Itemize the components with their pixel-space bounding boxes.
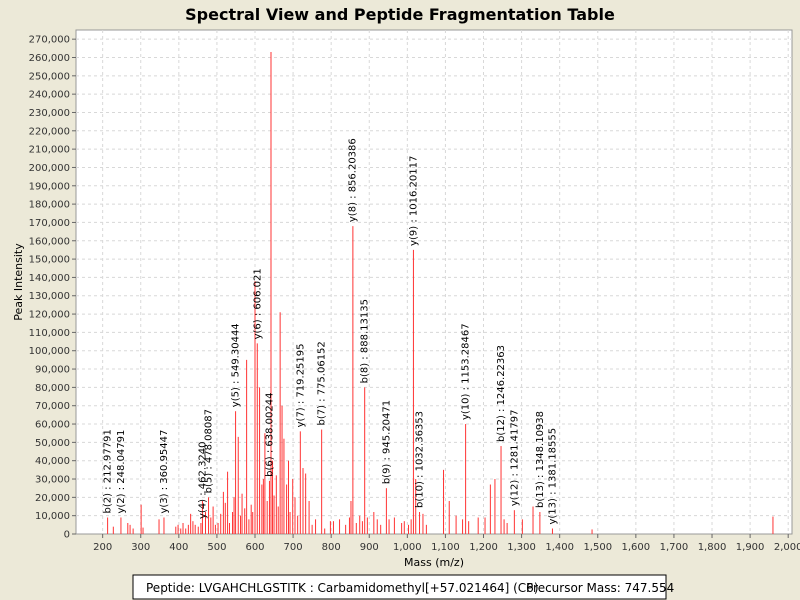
y-tick-label: 40,000 <box>35 456 70 467</box>
y-tick-label: 90,000 <box>35 365 70 376</box>
footer-peptide: Peptide: LVGAHCHLGSTITK : Carbamidomethy… <box>146 581 539 595</box>
peak-label: b(8) : 888.13135 <box>360 299 371 383</box>
y-tick-label: 140,000 <box>29 273 70 284</box>
peak-label: b(7) : 775.06152 <box>317 341 328 425</box>
x-tick-label: 1,600 <box>622 542 651 553</box>
y-tick-label: 30,000 <box>35 475 70 486</box>
x-tick-label: 1,700 <box>660 542 689 553</box>
y-tick-label: 20,000 <box>35 493 70 504</box>
x-tick-label: 2,000 <box>774 542 800 553</box>
peak-label: y(13) : 1381.18555 <box>548 428 559 525</box>
peak-label: b(10) : 1032.36353 <box>415 411 426 508</box>
x-axis-label: Mass (m/z) <box>404 556 464 569</box>
footer-precursor-mass: Precursor Mass: 747.554 <box>526 581 674 595</box>
x-tick-label: 1,000 <box>393 542 422 553</box>
x-tick-label: 600 <box>245 542 264 553</box>
peak-label: y(12) : 1281.41797 <box>510 410 521 507</box>
peak-label: b(13) : 1348.10938 <box>535 411 546 508</box>
peak-label: y(9) : 1016.20117 <box>409 156 420 246</box>
y-tick-label: 120,000 <box>29 310 70 321</box>
y-tick-label: 60,000 <box>35 420 70 431</box>
y-axis-ticks: 0 10,000 20,000 30,000 40,000 50,000 60,000 70,… <box>29 35 76 541</box>
peak-label: y(3) : 360.95447 <box>159 430 170 514</box>
y-tick-label: 220,000 <box>29 126 70 137</box>
x-tick-label: 1,400 <box>545 542 574 553</box>
peak-annotations: b(2) : 212.97791 y(2) : 248.04791 y(3) : 3… <box>103 138 559 524</box>
peak-label: y(8) : 856.20386 <box>348 138 359 222</box>
x-tick-label: 1,800 <box>698 542 727 553</box>
y-tick-label: 130,000 <box>29 291 70 302</box>
peak-label: y(4) : 462.3240 <box>198 441 209 519</box>
x-tick-label: 1,500 <box>583 542 612 553</box>
y-tick-label: 230,000 <box>29 108 70 119</box>
y-tick-label: 180,000 <box>29 200 70 211</box>
y-tick-label: 150,000 <box>29 255 70 266</box>
y-tick-label: 190,000 <box>29 181 70 192</box>
peak-label: y(5) : 549.30444 <box>231 323 242 407</box>
y-tick-label: 80,000 <box>35 383 70 394</box>
y-tick-label: 200,000 <box>29 163 70 174</box>
peak-series <box>107 51 774 534</box>
x-tick-label: 400 <box>169 542 188 553</box>
y-tick-label: 10,000 <box>35 511 70 522</box>
x-tick-label: 700 <box>284 542 303 553</box>
footer-box <box>132 574 667 600</box>
y-tick-label: 170,000 <box>29 218 70 229</box>
chart-title: Spectral View and Peptide Fragmentation … <box>185 5 615 24</box>
y-tick-label: 270,000 <box>29 35 70 46</box>
y-tick-label: 0 <box>64 530 70 541</box>
peak-label: y(10) : 1153.28467 <box>461 323 472 420</box>
y-tick-label: 240,000 <box>29 90 70 101</box>
y-tick-label: 160,000 <box>29 236 70 247</box>
y-tick-label: 50,000 <box>35 438 70 449</box>
x-tick-label: 1,900 <box>736 542 765 553</box>
y-tick-label: 210,000 <box>29 145 70 156</box>
y-axis-label: Peak Intensity <box>12 243 25 321</box>
grid-lines <box>76 30 792 534</box>
y-tick-label: 110,000 <box>29 328 70 339</box>
x-tick-label: 1,200 <box>469 542 498 553</box>
peak-label: y(7) : 719.25195 <box>295 343 306 427</box>
peak-label: b(5) : 478.08087 <box>204 409 215 493</box>
peak-label: y(2) : 248.04791 <box>116 430 127 514</box>
peak-label: y(6) : 606.021 <box>252 268 263 339</box>
peak-label: b(6) : 638.00244 <box>264 393 275 477</box>
x-tick-label: 900 <box>360 542 379 553</box>
y-tick-label: 250,000 <box>29 71 70 82</box>
peak-label: b(9) : 945.20471 <box>381 400 392 484</box>
x-tick-label: 300 <box>131 542 150 553</box>
x-tick-label: 1,100 <box>431 542 460 553</box>
y-tick-label: 100,000 <box>29 346 70 357</box>
x-tick-label: 1,300 <box>507 542 536 553</box>
peak-label: b(12) : 1246.22363 <box>496 345 507 442</box>
x-tick-label: 800 <box>322 542 341 553</box>
y-tick-label: 70,000 <box>35 401 70 412</box>
peak-label: b(2) : 212.97791 <box>103 429 114 513</box>
x-tick-label: 200 <box>93 542 112 553</box>
x-tick-label: 500 <box>207 542 226 553</box>
x-axis-ticks: 200 300 400 500 600 700 800 900 1,000 1,100 1,200 1… <box>93 534 800 553</box>
plot-area <box>75 29 793 535</box>
y-tick-label: 260,000 <box>29 53 70 64</box>
